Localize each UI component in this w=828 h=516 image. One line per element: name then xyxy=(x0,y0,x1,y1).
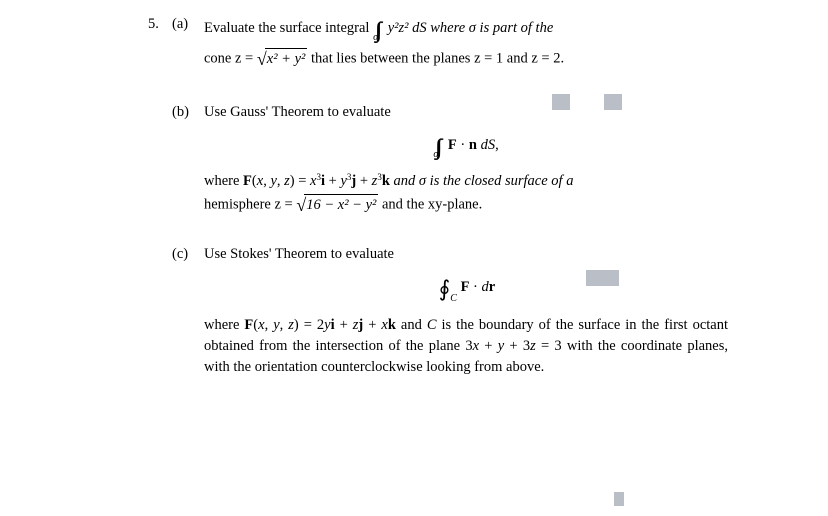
highlight-mark xyxy=(597,270,608,286)
a-line1-post: where σ is part of the xyxy=(430,20,553,36)
b-hemi-post: and the xy-plane. xyxy=(382,196,482,212)
part-c-letter: (c) xyxy=(172,244,188,265)
highlight-mark xyxy=(608,270,619,286)
c-formula: ∮C F · dr xyxy=(204,273,728,307)
page: 5. (a) Evaluate the surface integral ∫∫σ… xyxy=(0,0,828,516)
c-para: where F(x, y, z) = 2yi + zj + xk and C i… xyxy=(204,315,728,378)
b-sqrt-arg: 16 − x² − y² xyxy=(304,194,378,216)
a-integrand: y²z² dS xyxy=(388,20,427,36)
b-F-def: F(x, y, z) = x3i + y3j + z3k xyxy=(243,173,390,189)
a-line2-post: that lies between the planes z = 1 and z… xyxy=(311,50,564,66)
part-a-body: Evaluate the surface integral ∫∫σ y²z² d… xyxy=(204,14,728,72)
sqrt-icon: √x² + y² xyxy=(257,46,308,72)
b-formula: ∫∫σ F · n dS, xyxy=(204,131,728,163)
contour-integral-icon: ∮ xyxy=(439,273,450,305)
problem-5a: 5. (a) Evaluate the surface integral ∫∫σ… xyxy=(176,14,728,72)
b-int-sub: σ xyxy=(433,149,438,160)
highlight-mark xyxy=(552,94,570,110)
b-where-mid: and σ is the closed surface of a xyxy=(394,173,574,189)
sqrt-icon: √16 − x² − y² xyxy=(296,192,378,218)
part-a-letter: (a) xyxy=(172,14,188,35)
b-hemi-pre: hemisphere z = xyxy=(204,196,296,212)
b-intro: Use Gauss' Theorem to evaluate xyxy=(204,104,391,120)
problem-5b: (b) Use Gauss' Theorem to evaluate ∫∫σ F… xyxy=(176,102,728,218)
b-where: where F(x, y, z) = x3i + y3j + z3k and σ… xyxy=(204,171,728,218)
part-c-body: Use Stokes' Theorem to evaluate ∮C F · d… xyxy=(204,244,728,378)
c-int-sub: C xyxy=(450,293,457,304)
b-integrand: F · n dS, xyxy=(448,137,499,153)
highlight-mark xyxy=(604,94,622,110)
a-sqrt-arg: x² + y² xyxy=(265,48,308,70)
part-b-letter: (b) xyxy=(172,102,189,123)
c-intro: Use Stokes' Theorem to evaluate xyxy=(204,246,394,262)
highlight-mark xyxy=(586,270,597,286)
problem-5c: (c) Use Stokes' Theorem to evaluate ∮C F… xyxy=(176,244,728,378)
c-integrand: F · dr xyxy=(461,279,496,295)
a-line2-pre: cone z = xyxy=(204,50,257,66)
part-b-body: Use Gauss' Theorem to evaluate ∫∫σ F · n… xyxy=(204,102,728,218)
a-line1-pre: Evaluate the surface integral xyxy=(204,20,373,36)
problem-number: 5. xyxy=(148,14,159,35)
highlight-mark xyxy=(614,492,624,506)
b-where-pre: where xyxy=(204,173,243,189)
a-int-sub: σ xyxy=(373,32,378,43)
